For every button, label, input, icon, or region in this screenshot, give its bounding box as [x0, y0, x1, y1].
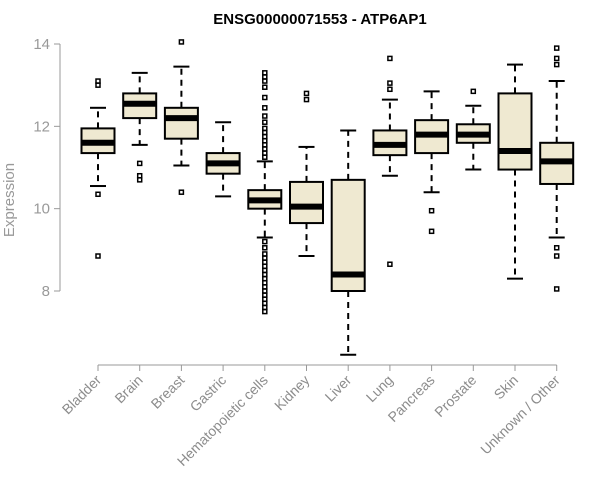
outlier-point [262, 105, 268, 111]
y-axis: 8 10 12 14 [33, 36, 61, 300]
outlier-point [178, 189, 185, 195]
box-iqr [289, 180, 324, 225]
outlier-point [553, 55, 560, 62]
outlier-point [553, 45, 560, 51]
x-tick-label: Prostate [431, 372, 479, 420]
box-pancreas [414, 90, 450, 235]
x-tick-label: Bladder [59, 372, 105, 418]
outlier-point [95, 82, 101, 88]
outlier-point [553, 253, 560, 259]
box-skin [497, 63, 533, 280]
x-tick-label: Lung [363, 372, 396, 405]
outlier-point [303, 96, 310, 103]
box-hematopoietic-cells [247, 70, 283, 315]
outlier-point [262, 113, 268, 119]
outlier-point [303, 90, 310, 97]
outlier-point [553, 61, 560, 68]
boxes-layer [80, 39, 575, 356]
y-tick-label: 14 [33, 36, 50, 53]
outlier-point [387, 55, 393, 62]
outlier-point [95, 253, 101, 259]
outlier-point [428, 228, 435, 235]
outlier-point [262, 154, 268, 160]
outlier-point [553, 286, 560, 292]
box-prostate [455, 88, 491, 171]
outlier-point [262, 238, 268, 245]
outlier-point [262, 119, 268, 125]
outlier-point [136, 160, 143, 167]
box-brain [122, 71, 158, 183]
outlier-point [95, 191, 101, 198]
outlier-point [136, 177, 143, 183]
y-tick-label: 8 [42, 283, 50, 300]
box-bladder [80, 78, 116, 259]
outlier-point [262, 78, 268, 84]
outlier-point [178, 39, 185, 45]
box-breast [163, 39, 199, 195]
outlier-point [387, 80, 393, 86]
box-kidney [289, 90, 324, 258]
box-unknown-other [539, 45, 575, 292]
outlier-point [428, 207, 435, 214]
outlier-point [470, 88, 477, 95]
outlier-point [262, 245, 268, 251]
box-iqr [163, 106, 199, 140]
x-tick-label: Skin [491, 372, 522, 403]
x-tick-label: Breast [148, 372, 188, 412]
box-gastric [205, 121, 241, 198]
outlier-point [262, 94, 268, 101]
x-tick-label: Unknown / Other [477, 372, 563, 458]
outlier-point [553, 245, 560, 251]
box-lung [372, 55, 408, 267]
outlier-point [262, 308, 268, 315]
outlier-point [387, 86, 393, 93]
outlier-point [387, 261, 393, 267]
x-tick-label: Kidney [271, 372, 313, 414]
x-tick-label: Brain [111, 372, 145, 406]
y-tick-label: 12 [33, 118, 50, 135]
chart-title: ENSG00000071553 - ATP6AP1 [213, 11, 426, 28]
y-axis-label: Expression [1, 163, 18, 237]
x-tick-label: Liver [322, 372, 355, 405]
outlier-point [262, 84, 268, 90]
box-liver [330, 129, 366, 356]
y-tick-label: 10 [33, 201, 50, 218]
box-iqr [497, 92, 533, 171]
